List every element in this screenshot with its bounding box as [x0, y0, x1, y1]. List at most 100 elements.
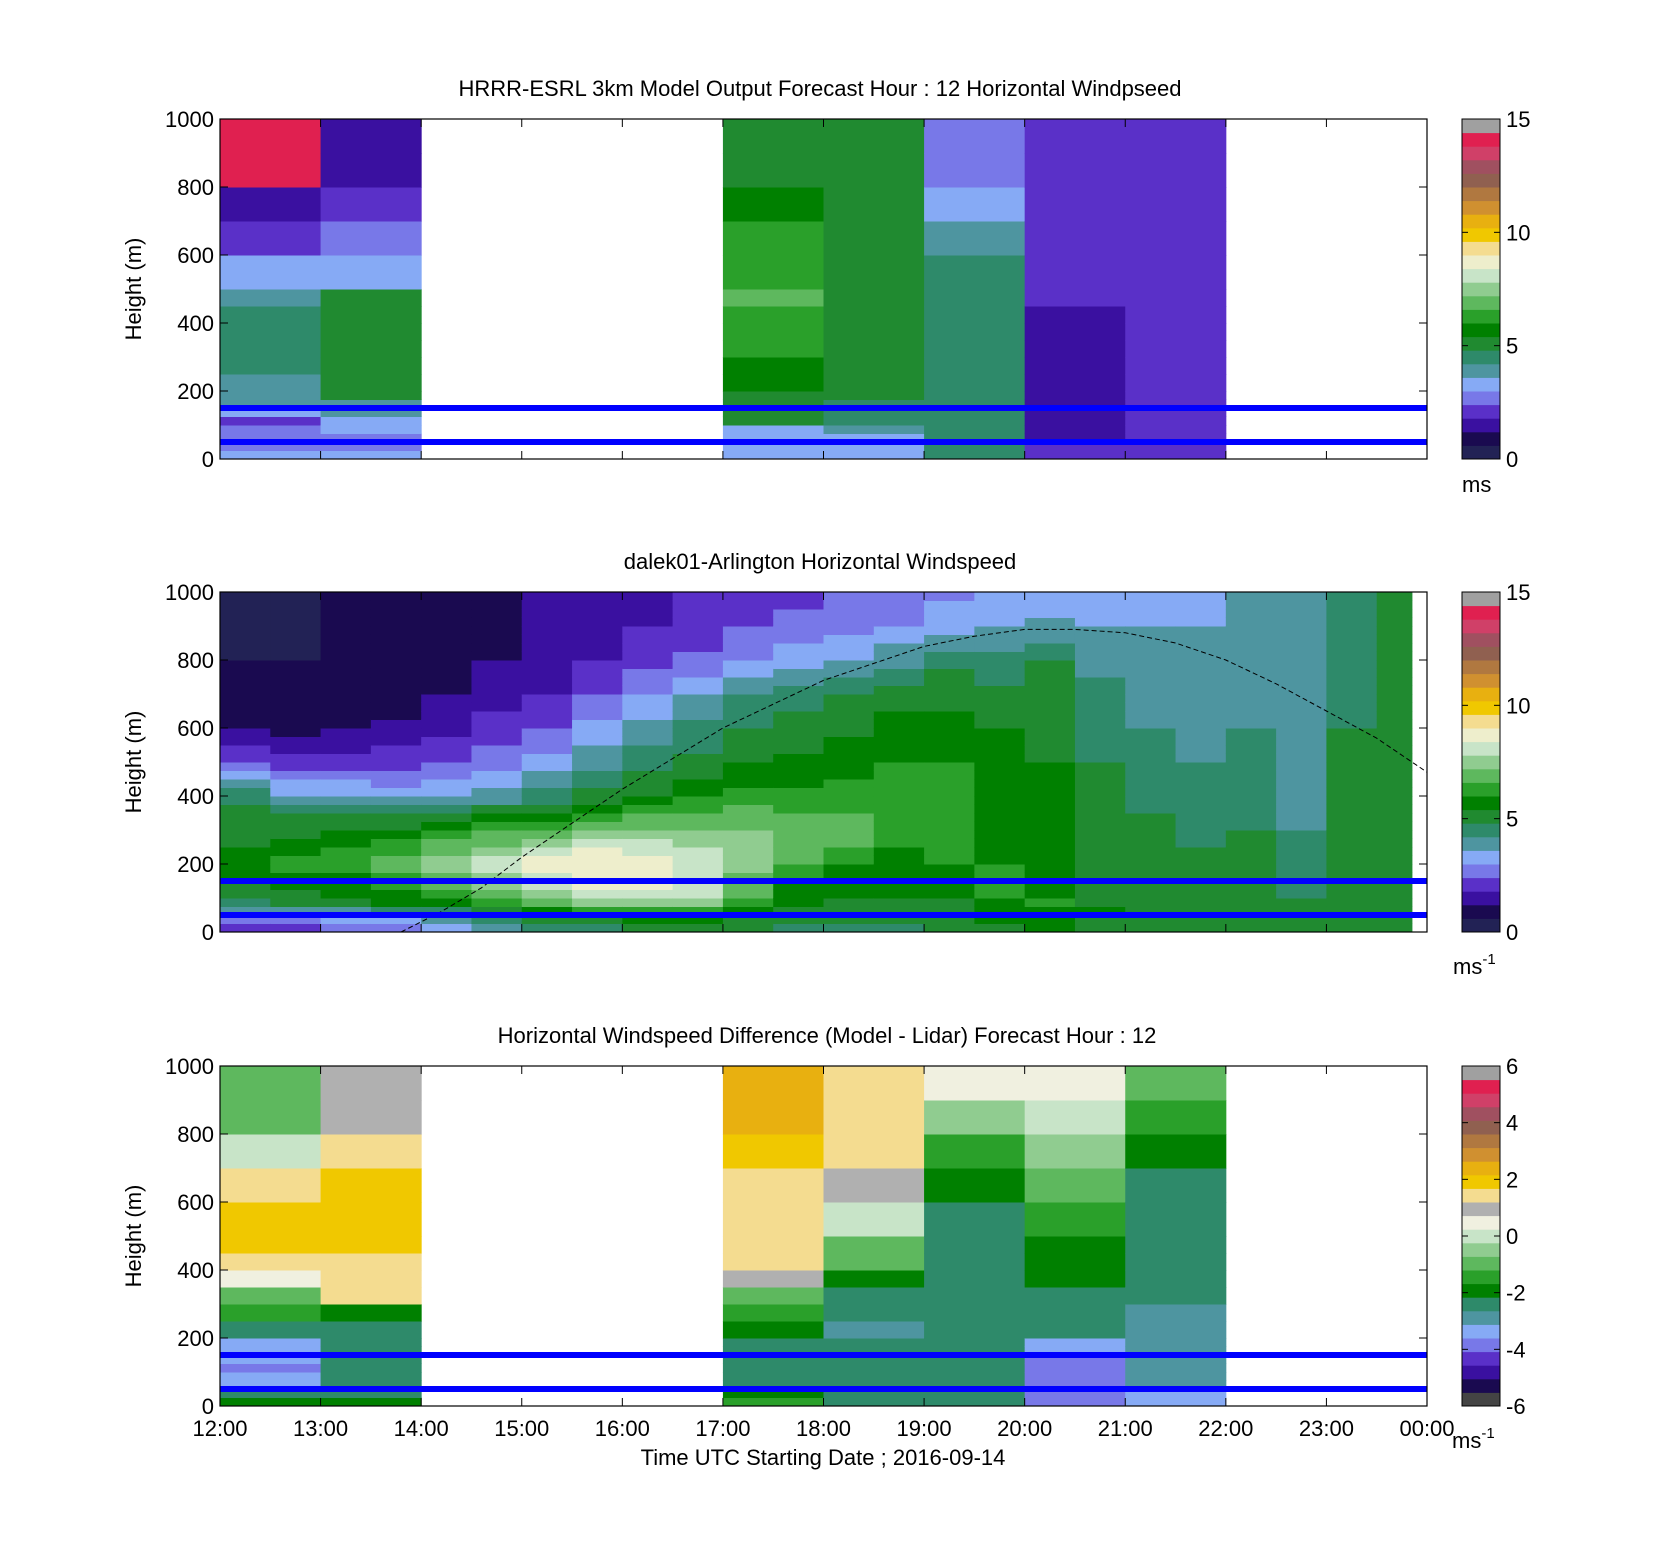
heatmap-cell: [370, 685, 422, 695]
x-tick-label: 19:00: [897, 1416, 952, 1441]
colorbar-segment: [1462, 1283, 1500, 1298]
heatmap-cell: [320, 634, 372, 644]
heatmap-cell: [1024, 1168, 1126, 1203]
heatmap-cell: [471, 685, 523, 695]
heatmap-cell: [873, 813, 925, 822]
heatmap-cell: [924, 881, 975, 890]
heatmap-cell: [1074, 881, 1126, 890]
heatmap-cell: [773, 881, 824, 890]
heatmap-cell: [924, 592, 975, 601]
heatmap-cell: [722, 255, 824, 290]
heatmap-cell: [1024, 1287, 1126, 1305]
heatmap-cell: [873, 906, 925, 916]
heatmap-cell: [924, 745, 975, 754]
heatmap-cell: [924, 306, 1026, 324]
heatmap-cell: [1276, 626, 1327, 635]
heatmap-cell: [1376, 923, 1413, 933]
heatmap-cell: [1074, 821, 1126, 831]
heatmap-cell: [1376, 762, 1413, 771]
heatmap-cell: [622, 600, 674, 610]
heatmap-cell: [521, 804, 573, 814]
heatmap-cell: [1024, 719, 1076, 729]
heatmap-cell: [924, 685, 975, 695]
heatmap-cell: [220, 847, 271, 856]
heatmap-cell: [1125, 323, 1227, 341]
colorbar-segment: [1462, 173, 1500, 188]
heatmap-cell: [1024, 1346, 1126, 1356]
heatmap-cell: [1024, 433, 1126, 443]
heatmap-cell: [521, 821, 573, 831]
heatmap-cell: [672, 762, 724, 771]
heatmap-cell: [773, 838, 824, 848]
y-tick-label: 800: [177, 648, 214, 673]
colorbar-segment: [1462, 700, 1500, 715]
heatmap-cell: [1074, 796, 1126, 805]
heatmap-cell: [421, 796, 472, 805]
heatmap-cell: [873, 609, 925, 618]
heatmap-cell: [521, 872, 573, 882]
heatmap-cell: [1074, 915, 1126, 924]
heatmap-cell: [1074, 838, 1126, 848]
heatmap-cell: [722, 1389, 824, 1398]
heatmap-cell: [722, 600, 774, 610]
heatmap-cell: [1074, 694, 1126, 703]
colorbar-segment: [1462, 1297, 1500, 1312]
heatmap-cell: [1225, 762, 1277, 771]
heatmap-cell: [823, 770, 875, 780]
heatmap-cell: [1125, 1202, 1227, 1237]
heatmap-cell: [270, 711, 322, 720]
heatmap-cell: [220, 779, 271, 788]
heatmap-cell: [672, 592, 724, 601]
heatmap-cell: [1376, 609, 1413, 618]
heatmap-cell: [1225, 813, 1277, 822]
heatmap-cell: [873, 855, 925, 865]
heatmap-cell: [1376, 592, 1413, 601]
colorbar-segment: [1462, 782, 1500, 797]
colorbar-segment: [1462, 350, 1500, 365]
heatmap-cell: [773, 906, 824, 916]
heatmap-cell: [1074, 609, 1126, 618]
colorbar-segment: [1462, 309, 1500, 324]
heatmap-cell: [521, 719, 573, 729]
heatmap-cell: [220, 915, 271, 924]
heatmap-cell: [672, 626, 724, 635]
heatmap-cell: [924, 255, 1026, 290]
heatmap-cell: [421, 779, 472, 788]
heatmap-cell: [1376, 694, 1413, 703]
heatmap-cell: [320, 668, 372, 678]
heatmap-cell: [823, 881, 875, 890]
heatmap-cell: [270, 702, 322, 712]
heatmap-cell: [924, 416, 1026, 426]
colorbar-segment: [1462, 1093, 1500, 1108]
heatmap-cell: [1125, 889, 1177, 899]
heatmap-cell: [823, 838, 875, 848]
heatmap-cell: [773, 651, 824, 661]
heatmap-cell: [873, 804, 925, 814]
heatmap-cell: [1125, 408, 1227, 417]
heatmap-cell: [1276, 830, 1327, 839]
heatmap-cell: [924, 855, 975, 865]
heatmap-cell: [1125, 838, 1177, 848]
heatmap-cell: [220, 651, 271, 661]
heatmap-cell: [270, 898, 322, 907]
heatmap-cell: [622, 736, 674, 746]
heatmap-cell: [220, 864, 271, 873]
heatmap-cell: [1024, 796, 1076, 805]
heatmap-cell: [1326, 711, 1378, 720]
heatmap-cell: [873, 762, 925, 771]
heatmap-cell: [572, 830, 623, 839]
colorbar-segment: [1462, 1079, 1500, 1094]
heatmap-cell: [370, 762, 422, 771]
heatmap-cell: [873, 719, 925, 729]
heatmap-cell: [672, 881, 724, 890]
heatmap-cell: [672, 600, 724, 610]
heatmap-cell: [370, 643, 422, 652]
heatmap-cell: [1024, 187, 1126, 222]
heatmap-cell: [1175, 753, 1227, 763]
heatmap-cell: [873, 651, 925, 661]
heatmap-cell: [572, 796, 623, 805]
heatmap-cell: [722, 1134, 824, 1169]
heatmap-cell: [1326, 736, 1378, 746]
heatmap-cell: [1125, 745, 1177, 754]
heatmap-cell: [220, 719, 271, 729]
